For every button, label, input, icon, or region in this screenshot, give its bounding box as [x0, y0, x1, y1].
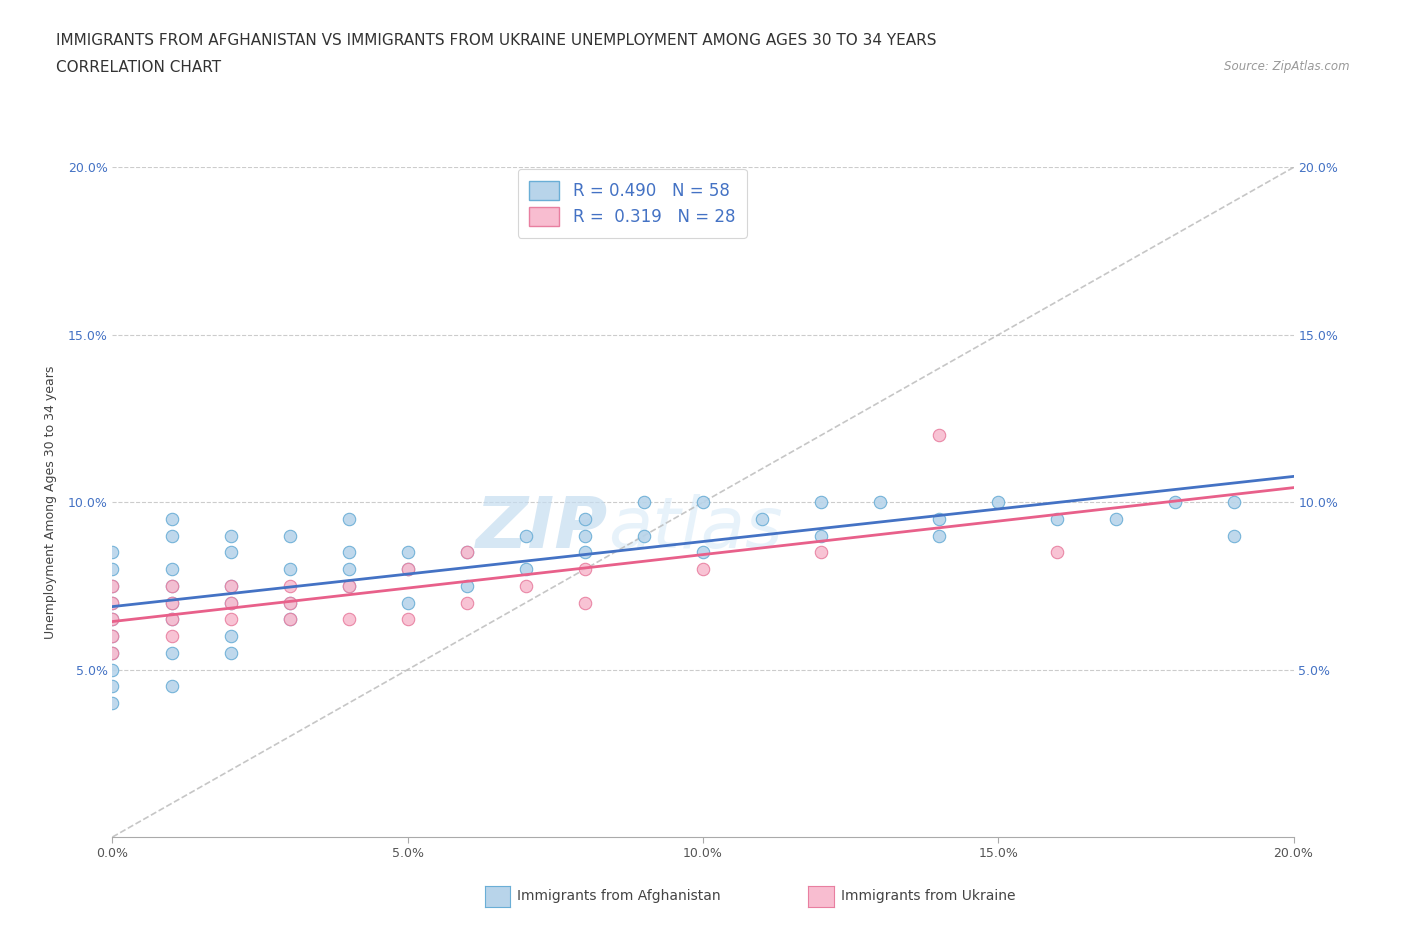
- Point: [219, 595, 242, 610]
- Text: atlas: atlas: [609, 495, 783, 564]
- Point: [337, 578, 360, 593]
- Point: [101, 679, 124, 694]
- Point: [219, 645, 242, 660]
- Point: [219, 595, 242, 610]
- Point: [160, 512, 183, 526]
- Point: [101, 612, 124, 627]
- Text: Immigrants from Afghanistan: Immigrants from Afghanistan: [517, 888, 721, 903]
- Point: [396, 612, 419, 627]
- Text: Source: ZipAtlas.com: Source: ZipAtlas.com: [1225, 60, 1350, 73]
- Point: [219, 528, 242, 543]
- Point: [160, 562, 183, 577]
- Point: [101, 696, 124, 711]
- Point: [396, 562, 419, 577]
- Point: [515, 528, 537, 543]
- Point: [692, 545, 714, 560]
- Point: [101, 595, 124, 610]
- Point: [869, 495, 891, 510]
- Point: [219, 629, 242, 644]
- Point: [810, 495, 832, 510]
- Point: [1223, 495, 1246, 510]
- Point: [1105, 512, 1128, 526]
- Point: [278, 612, 301, 627]
- Point: [278, 528, 301, 543]
- Point: [101, 578, 124, 593]
- Point: [219, 545, 242, 560]
- Point: [278, 595, 301, 610]
- Text: CORRELATION CHART: CORRELATION CHART: [56, 60, 221, 75]
- Point: [396, 545, 419, 560]
- Point: [101, 645, 124, 660]
- Point: [574, 512, 596, 526]
- Point: [219, 578, 242, 593]
- Point: [396, 595, 419, 610]
- Point: [396, 562, 419, 577]
- Point: [219, 612, 242, 627]
- Point: [515, 562, 537, 577]
- Point: [160, 612, 183, 627]
- Point: [928, 512, 950, 526]
- Point: [160, 595, 183, 610]
- Point: [101, 562, 124, 577]
- Point: [101, 645, 124, 660]
- Point: [278, 578, 301, 593]
- Point: [160, 645, 183, 660]
- Point: [692, 495, 714, 510]
- Point: [337, 512, 360, 526]
- Point: [1223, 528, 1246, 543]
- Point: [810, 528, 832, 543]
- Point: [1164, 495, 1187, 510]
- Point: [515, 578, 537, 593]
- Point: [160, 629, 183, 644]
- Text: ZIP: ZIP: [477, 495, 609, 564]
- Point: [574, 545, 596, 560]
- Point: [574, 528, 596, 543]
- Point: [751, 512, 773, 526]
- Point: [101, 595, 124, 610]
- Point: [101, 545, 124, 560]
- Point: [101, 612, 124, 627]
- Point: [101, 662, 124, 677]
- Point: [101, 629, 124, 644]
- Point: [1046, 512, 1069, 526]
- Text: IMMIGRANTS FROM AFGHANISTAN VS IMMIGRANTS FROM UKRAINE UNEMPLOYMENT AMONG AGES 3: IMMIGRANTS FROM AFGHANISTAN VS IMMIGRANT…: [56, 33, 936, 47]
- Point: [987, 495, 1010, 510]
- Point: [633, 495, 655, 510]
- Point: [278, 562, 301, 577]
- Point: [633, 528, 655, 543]
- Text: Immigrants from Ukraine: Immigrants from Ukraine: [841, 888, 1015, 903]
- Point: [160, 578, 183, 593]
- Point: [101, 629, 124, 644]
- Point: [1046, 545, 1069, 560]
- Point: [456, 545, 478, 560]
- Point: [337, 612, 360, 627]
- Y-axis label: Unemployment Among Ages 30 to 34 years: Unemployment Among Ages 30 to 34 years: [44, 365, 56, 639]
- Point: [692, 562, 714, 577]
- Point: [928, 428, 950, 443]
- Point: [160, 679, 183, 694]
- Point: [337, 578, 360, 593]
- Point: [337, 545, 360, 560]
- Point: [160, 612, 183, 627]
- Point: [219, 578, 242, 593]
- Point: [456, 545, 478, 560]
- Point: [160, 528, 183, 543]
- Point: [928, 528, 950, 543]
- Point: [456, 578, 478, 593]
- Point: [574, 562, 596, 577]
- Point: [101, 578, 124, 593]
- Point: [810, 545, 832, 560]
- Point: [160, 578, 183, 593]
- Point: [160, 595, 183, 610]
- Point: [278, 595, 301, 610]
- Point: [337, 562, 360, 577]
- Point: [456, 595, 478, 610]
- Legend: R = 0.490   N = 58, R =  0.319   N = 28: R = 0.490 N = 58, R = 0.319 N = 28: [517, 169, 747, 237]
- Point: [574, 595, 596, 610]
- Point: [278, 612, 301, 627]
